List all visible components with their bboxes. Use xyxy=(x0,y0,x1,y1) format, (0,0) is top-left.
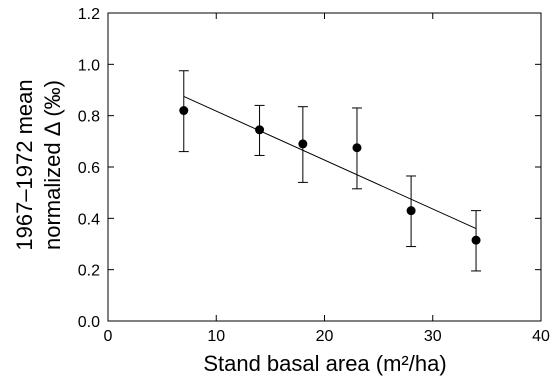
y-tick-label: 0.0 xyxy=(78,314,100,331)
x-tick-label: 20 xyxy=(316,328,334,345)
y-tick-label: 1.0 xyxy=(78,57,100,74)
marks xyxy=(178,70,482,272)
y-tick-label: 1.2 xyxy=(78,6,100,23)
y-axis-label-line2: normalized Δ (‰) xyxy=(40,80,65,250)
x-tick-label: 40 xyxy=(532,328,550,345)
data-point xyxy=(406,206,416,216)
y-tick-label: 0.2 xyxy=(78,263,100,280)
data-point xyxy=(179,106,189,116)
y-tick-label: 0.4 xyxy=(78,211,100,228)
data-point xyxy=(352,143,362,153)
data-point xyxy=(298,139,308,149)
y-tick-label: 0.8 xyxy=(78,109,100,126)
y-axis-label-line1: 1967–1972 mean xyxy=(12,79,37,250)
x-tick-label: 0 xyxy=(104,328,113,345)
x-tick-label: 30 xyxy=(424,328,442,345)
data-point xyxy=(471,235,481,245)
data-point xyxy=(255,125,265,135)
axes xyxy=(107,12,542,322)
regression-line xyxy=(183,95,477,230)
plot-frame xyxy=(107,12,542,322)
x-tick-label: 10 xyxy=(207,328,225,345)
y-tick-label: 0.6 xyxy=(78,160,100,177)
x-axis-label: Stand basal area (m²/ha) xyxy=(203,351,446,376)
ticks: 0 10 20 30 40 0.0 0.2 0.4 0.6 0.8 1.0 1.2 xyxy=(78,6,550,345)
